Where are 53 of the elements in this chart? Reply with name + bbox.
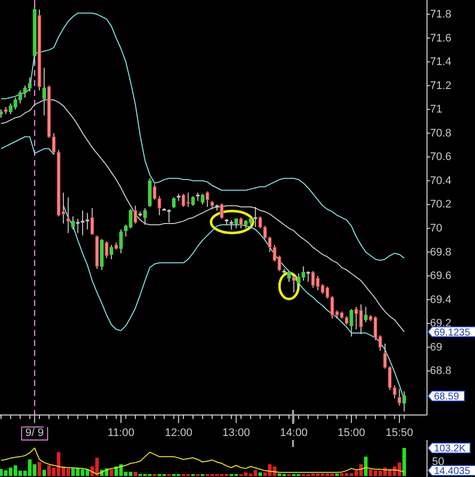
bar <box>134 472 138 476</box>
x-tick-label: 12:00 <box>164 427 192 439</box>
line-series <box>0 12 405 261</box>
candlestick <box>191 196 195 206</box>
candlestick <box>66 196 70 234</box>
candlestick <box>350 308 354 338</box>
bar <box>38 462 42 476</box>
y-tick-label: 71.4 <box>430 56 452 68</box>
x-tick-label: 13:00 <box>222 427 250 439</box>
bar <box>110 469 114 476</box>
text: 69.1235 <box>434 327 471 338</box>
candlestick <box>119 229 123 254</box>
candlestick <box>292 275 296 294</box>
candlestick <box>206 190 210 208</box>
text: 103.2K <box>434 444 466 455</box>
candlestick <box>110 244 114 260</box>
x-tick-label: 9/ 9 <box>25 427 44 439</box>
text: 14.4035 <box>434 466 471 477</box>
y-tick-label: 70.6 <box>430 151 452 164</box>
y-tick-label: 70 <box>430 222 442 235</box>
y-tick-label: 71.2 <box>430 80 452 92</box>
candlestick <box>306 270 310 282</box>
x-tick-label: 15:00 <box>338 427 366 439</box>
y-tick-label: 69.4 <box>430 294 452 306</box>
candlestick <box>239 217 243 229</box>
bar <box>42 470 46 476</box>
candlestick <box>230 219 234 230</box>
y-tick-label: 69 <box>430 341 442 354</box>
x-tick-label: 14:00 <box>280 427 308 439</box>
y-tick-label: 71 <box>430 104 442 116</box>
candlestick <box>364 306 368 323</box>
bar <box>364 456 368 476</box>
y-tick-label: 69.8 <box>430 246 452 258</box>
bar <box>335 473 339 476</box>
candlestick <box>402 390 406 412</box>
candlestick <box>254 206 258 228</box>
y-tick-label: 68.8 <box>430 365 452 378</box>
candlestick <box>398 388 402 406</box>
x-tick-label: 11:00 <box>108 427 134 439</box>
y-tick-label: 70.8 <box>430 127 452 140</box>
y-tick-label: 70.2 <box>430 198 452 211</box>
bar <box>402 448 406 476</box>
candlestick <box>104 240 108 259</box>
y-tick-label: 70.4 <box>430 174 452 187</box>
bar <box>258 472 262 476</box>
y-tick-label: 69.6 <box>430 270 452 282</box>
text: 68.59 <box>434 392 460 403</box>
y-tick-label: 71.6 <box>430 32 452 44</box>
y-tick-label: 69.2 <box>430 318 452 330</box>
candlestick <box>172 196 176 209</box>
y-tick-label: 71.8 <box>430 8 452 20</box>
text: 50 <box>432 456 444 468</box>
x-tick-label: 15:50 <box>386 427 414 439</box>
